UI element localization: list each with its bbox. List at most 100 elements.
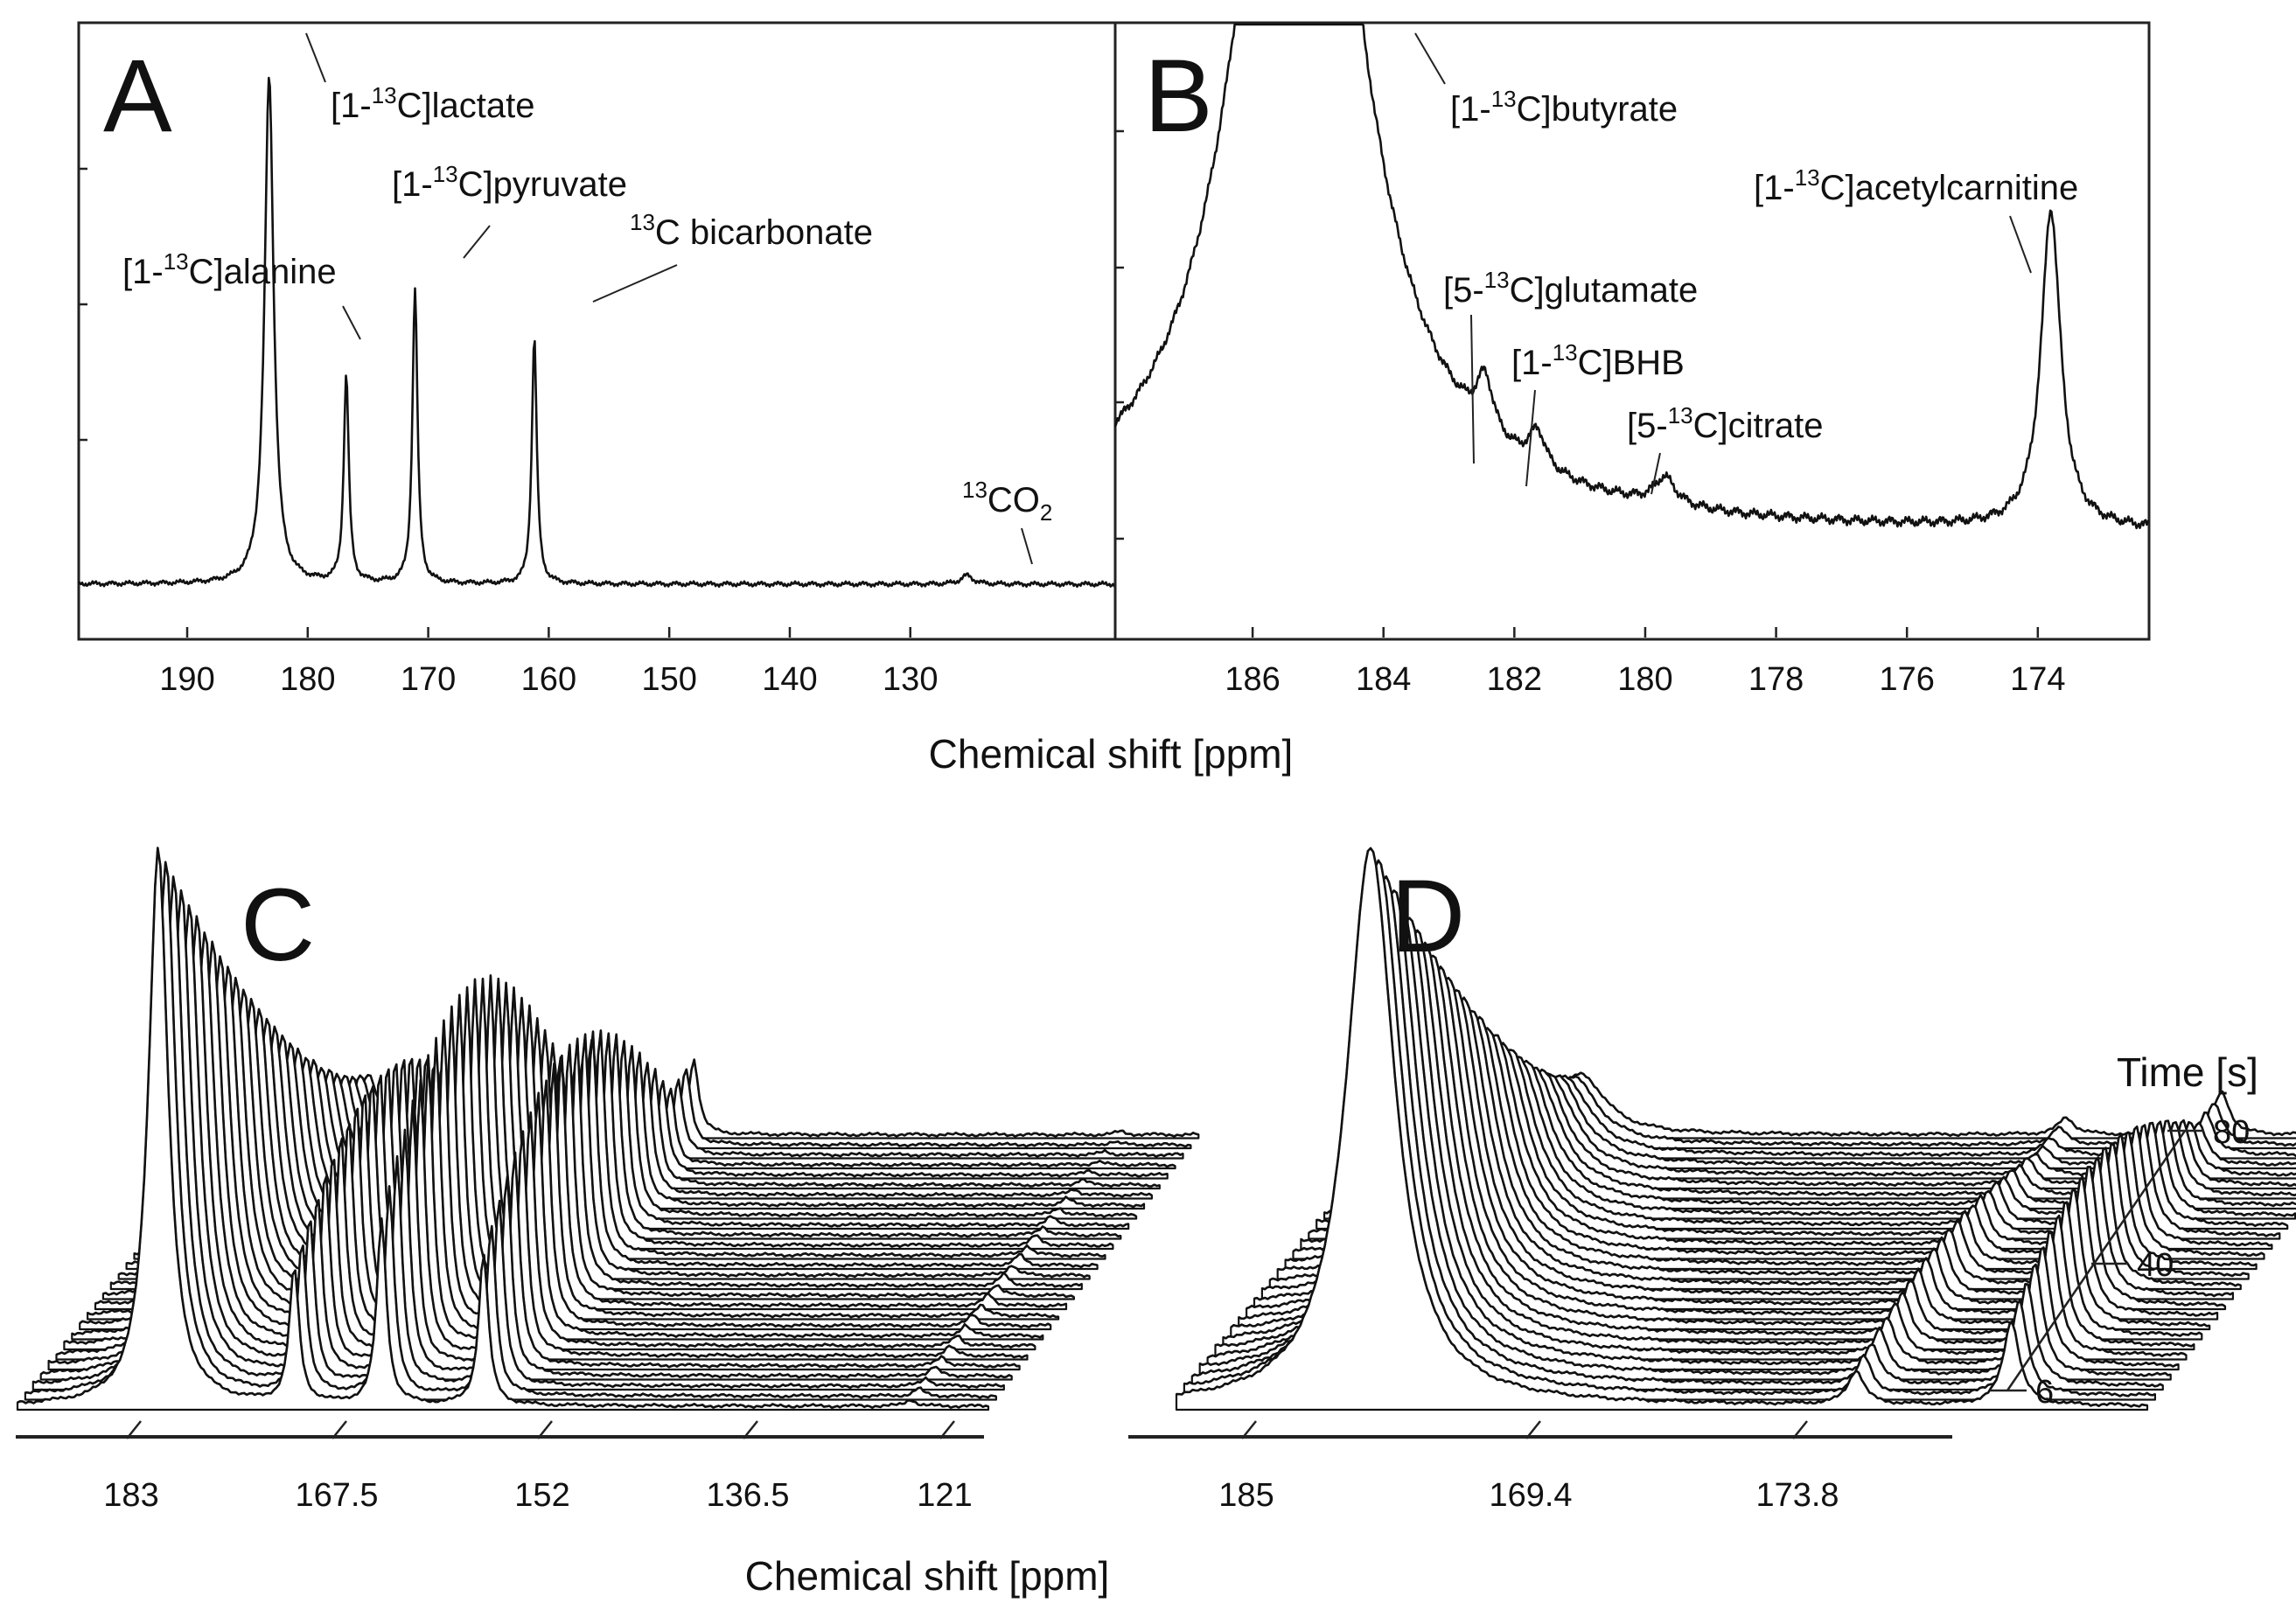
waterfall-spectrum-line [118, 977, 1090, 1279]
x-tick-label: 180 [280, 661, 335, 698]
x-tick-mark [743, 1420, 758, 1439]
peak-label-prefix: [5- [1627, 407, 1668, 445]
peak-label: [5-13C]citrate [1627, 402, 1824, 445]
x-tick-label: 178 [1748, 661, 1804, 698]
panel-c-waterfall [16, 847, 1200, 1411]
peak-label-superscript: 13 [1484, 267, 1510, 293]
waterfall-spectrum-line [110, 978, 1083, 1289]
waterfall-spectrum-line [126, 974, 1098, 1269]
panel-b-spectrum-line [1113, 23, 2150, 530]
peak-label-name: C]alanine [189, 253, 337, 291]
panel-d-waterfall [1175, 847, 2296, 1411]
peak-leader-line [592, 264, 678, 303]
peak-label-name: C]glutamate [1510, 271, 1699, 310]
peak-label-subscript: 2 [1040, 499, 1052, 526]
waterfall-spectrum-line [134, 977, 1106, 1258]
peak-label-superscript: 13 [962, 477, 987, 503]
x-tick-label: 160 [521, 661, 576, 698]
x-tick-label: 167.5 [295, 1477, 378, 1514]
peak-label-name: C]citrate [1693, 407, 1824, 445]
x-tick-label: 185 [1218, 1477, 1274, 1514]
x-tick-label: 183 [103, 1477, 158, 1514]
peak-label-superscript: 13 [1491, 86, 1517, 112]
x-tick-mark [331, 1420, 347, 1439]
panel-a-peak-labels: [1-13C]lactate[1-13C]alanine[1-13C]pyruv… [122, 32, 1052, 565]
waterfall-spectrum-line [102, 986, 1075, 1299]
panel-b-y-ticks [1115, 129, 1124, 540]
waterfall-spectrum-line [87, 965, 1059, 1319]
waterfall-spectrum-line [64, 931, 1036, 1349]
time-tick-label: 6 [2035, 1374, 2054, 1411]
peak-leader-line [1525, 389, 1536, 487]
waterfall-spectrum-line [47, 904, 1020, 1370]
panel-c: C 183 167.5 152 136.5 121 [16, 847, 1200, 1514]
peak-label: [1-13C]acetylcarnitine [1754, 164, 2078, 207]
peak-label-name: C]pyruvate [458, 165, 627, 204]
x-tick-label: 182 [1487, 661, 1542, 698]
x-tick-label: 150 [641, 661, 696, 698]
panel-b-frame [1113, 21, 2151, 641]
peak-label-prefix: [1- [1754, 169, 1795, 207]
peak-label-superscript: 13 [372, 82, 397, 108]
peak-label-prefix: [1- [331, 87, 372, 125]
x-tick-label: 130 [883, 661, 938, 698]
waterfall-spectrum-line [71, 940, 1044, 1339]
panel-b-peak-labels: [1-13C]butyrate[5-13C]glutamate[1-13C]BH… [1414, 32, 2078, 495]
peak-label-superscript: 13 [630, 209, 655, 235]
panel-a-y-ticks [79, 167, 87, 442]
x-tick-mark [1525, 1420, 1541, 1439]
x-tick-mark [939, 1420, 955, 1439]
peak-leader-line [1650, 452, 1661, 495]
x-tick-label: 184 [1356, 661, 1411, 698]
waterfall-spectrum-line [141, 981, 1113, 1248]
x-tick-label: 186 [1225, 661, 1280, 698]
x-tick-label: 121 [917, 1477, 972, 1514]
x-tick-mark [1241, 1420, 1257, 1439]
x-tick-label: 180 [1617, 661, 1672, 698]
x-tick-mark [126, 1420, 142, 1439]
peak-label-prefix: [1- [1511, 344, 1553, 382]
peak-label: [1-13C]alanine [122, 248, 337, 291]
peak-label: [1-13C]lactate [331, 82, 534, 125]
panel-a-x-ticks: 190 180 170 160 150 140 130 [159, 627, 938, 698]
peak-label: [1-13C]butyrate [1450, 86, 1678, 129]
peak-label-name: C]acetylcarnitine [1820, 169, 2079, 207]
waterfall-spectrum-line [32, 875, 1005, 1390]
time-axis-line [2006, 1130, 2187, 1391]
peak-label-superscript: 13 [1668, 402, 1693, 429]
peak-label-name: CO [987, 481, 1040, 519]
peak-leader-line [1414, 32, 1446, 85]
peak-label-superscript: 13 [433, 161, 458, 187]
panel-c-x-ticks: 183 167.5 152 136.5 121 [103, 1420, 973, 1514]
x-tick-label: 174 [2010, 661, 2065, 698]
waterfall-spectrum-line [39, 889, 1013, 1379]
peak-label-prefix: [5- [1443, 271, 1484, 310]
x-tick-label: 169.4 [1489, 1477, 1572, 1514]
x-tick-label: 140 [762, 661, 817, 698]
peak-leader-line [1470, 314, 1475, 464]
waterfall-spectrum-line [56, 915, 1028, 1359]
peak-label-prefix: [1- [122, 253, 164, 291]
waterfall-spectrum-line [149, 986, 1121, 1238]
peak-label: [1-13C]pyruvate [392, 161, 627, 204]
peak-label-superscript: 13 [164, 248, 189, 275]
peak-label-name: C bicarbonate [655, 213, 873, 252]
peak-label: 13CO2 [962, 477, 1052, 526]
bottom-x-axis-title: Chemical shift [ppm] [745, 1553, 1110, 1599]
panel-d-x-ticks: 185 169.4 173.8 [1218, 1420, 1839, 1514]
peak-label: [1-13C]BHB [1511, 339, 1685, 382]
peak-leader-line [1021, 527, 1033, 565]
peak-label-superscript: 13 [1795, 164, 1820, 191]
time-tick-label: 40 [2137, 1247, 2174, 1284]
peak-label-prefix: [1- [1450, 90, 1491, 129]
x-tick-mark [1792, 1420, 1808, 1439]
top-x-axis-title: Chemical shift [ppm] [929, 731, 1294, 777]
x-tick-mark [537, 1420, 553, 1439]
waterfall-spectrum-line [1176, 847, 2148, 1408]
peak-leader-line [2009, 215, 2032, 274]
x-tick-label: 176 [1879, 661, 1934, 698]
panel-a: A 190 180 170 160 150 140 130 [1-13C]lactate[1… [77, 21, 1117, 698]
x-tick-label: 173.8 [1755, 1477, 1839, 1514]
peak-label: 13C bicarbonate [630, 209, 873, 252]
panel-b-letter: B [1144, 38, 1213, 154]
